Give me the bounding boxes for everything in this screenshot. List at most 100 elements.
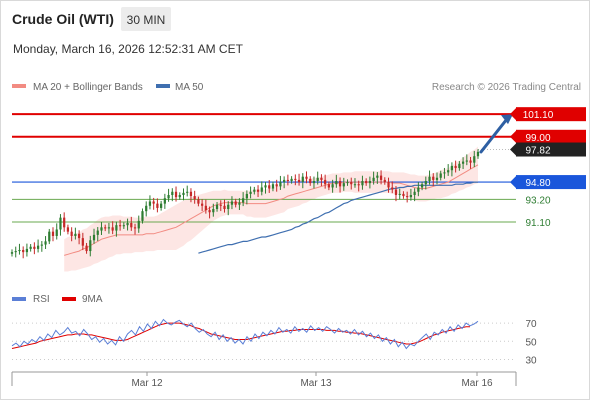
candle <box>201 199 204 212</box>
candle <box>465 154 468 166</box>
candle <box>316 171 319 185</box>
candle <box>394 186 398 202</box>
moving-averages <box>64 164 479 256</box>
candle-body <box>100 227 103 231</box>
candle <box>476 149 480 159</box>
candle <box>212 203 215 217</box>
candle <box>283 176 286 189</box>
candle <box>104 224 107 232</box>
candle <box>14 246 17 258</box>
candle <box>447 164 450 176</box>
candle <box>458 161 461 171</box>
candle <box>469 156 472 169</box>
bollinger-band <box>64 146 478 272</box>
candle <box>89 235 92 257</box>
candle-body <box>275 184 278 187</box>
candle <box>137 215 140 233</box>
candle-body <box>92 234 96 241</box>
x-axis-tick-label: Mar 16 <box>461 378 493 389</box>
rsi-ma-legend-swatch <box>62 297 76 301</box>
candle-body <box>22 249 25 253</box>
candle-body <box>122 225 125 227</box>
price-levels <box>12 113 516 223</box>
candle <box>33 242 36 255</box>
candle-body <box>238 202 241 205</box>
candle-body <box>171 191 174 196</box>
candle <box>372 171 375 185</box>
timestamp: Monday, March 16, 2026 12:52:31 AM CET <box>13 42 244 56</box>
candle-body <box>420 184 424 188</box>
candle-body <box>376 175 379 178</box>
candle <box>74 227 77 240</box>
candle-body <box>111 227 114 231</box>
candle <box>398 188 401 200</box>
candle-body <box>33 246 36 249</box>
candle-body <box>309 178 312 184</box>
candle-body <box>230 201 234 205</box>
candle-body <box>324 179 327 185</box>
candle-body <box>163 198 166 204</box>
candle-body <box>36 245 40 249</box>
candle <box>215 202 219 212</box>
candle <box>22 246 25 259</box>
credit-text: Research © 2026 Trading Central <box>432 82 581 93</box>
candle <box>171 188 174 202</box>
rsi-legend-label: RSI <box>33 294 50 305</box>
ma50-legend-swatch <box>156 84 170 88</box>
candle <box>461 157 465 170</box>
support-level-label: 93.20 <box>525 195 550 206</box>
candle <box>387 177 390 193</box>
candle-body <box>96 230 99 235</box>
candle-body <box>469 160 472 163</box>
candle <box>208 206 211 219</box>
ma20-legend-label: MA 20 + Bollinger Bands <box>33 82 143 93</box>
candle <box>174 186 178 202</box>
candle <box>230 196 234 210</box>
candle-body <box>145 205 148 212</box>
candle-body <box>402 193 405 197</box>
current-level-tag <box>516 142 586 157</box>
candle-body <box>74 233 77 236</box>
candle-body <box>25 248 29 253</box>
candle <box>51 227 55 242</box>
candle-body <box>242 198 245 203</box>
candle-body <box>368 180 372 184</box>
candle-body <box>301 176 304 183</box>
candle-body <box>126 223 129 226</box>
candle-body <box>398 193 401 196</box>
ma20-legend-swatch <box>12 84 26 88</box>
candle-body <box>283 179 286 183</box>
candle-body <box>447 170 450 173</box>
candle-body <box>428 176 431 181</box>
candle-body <box>473 156 476 163</box>
candle <box>376 172 379 184</box>
candle <box>77 230 81 245</box>
candle-body <box>391 187 394 190</box>
candle-body <box>186 191 189 193</box>
candle-body <box>167 195 170 199</box>
candle <box>59 214 62 236</box>
candle <box>286 174 289 186</box>
candle-body <box>156 203 159 208</box>
candle <box>338 177 342 193</box>
candle <box>256 185 260 198</box>
candle <box>450 162 454 177</box>
candle <box>100 222 103 235</box>
candle-body <box>432 176 435 180</box>
candle <box>245 190 248 205</box>
candle-body <box>312 180 316 184</box>
candle <box>63 212 66 232</box>
candle <box>242 192 245 207</box>
candle <box>454 160 457 173</box>
timeframe-badge[interactable] <box>121 7 171 31</box>
candle <box>432 173 435 187</box>
candle <box>357 180 360 192</box>
candle-body <box>253 189 256 192</box>
candle <box>40 241 43 252</box>
candle-body <box>89 240 92 252</box>
candle-body <box>465 160 468 162</box>
candle-body <box>85 245 88 252</box>
candle-body <box>197 199 200 204</box>
candle-body <box>208 210 211 213</box>
